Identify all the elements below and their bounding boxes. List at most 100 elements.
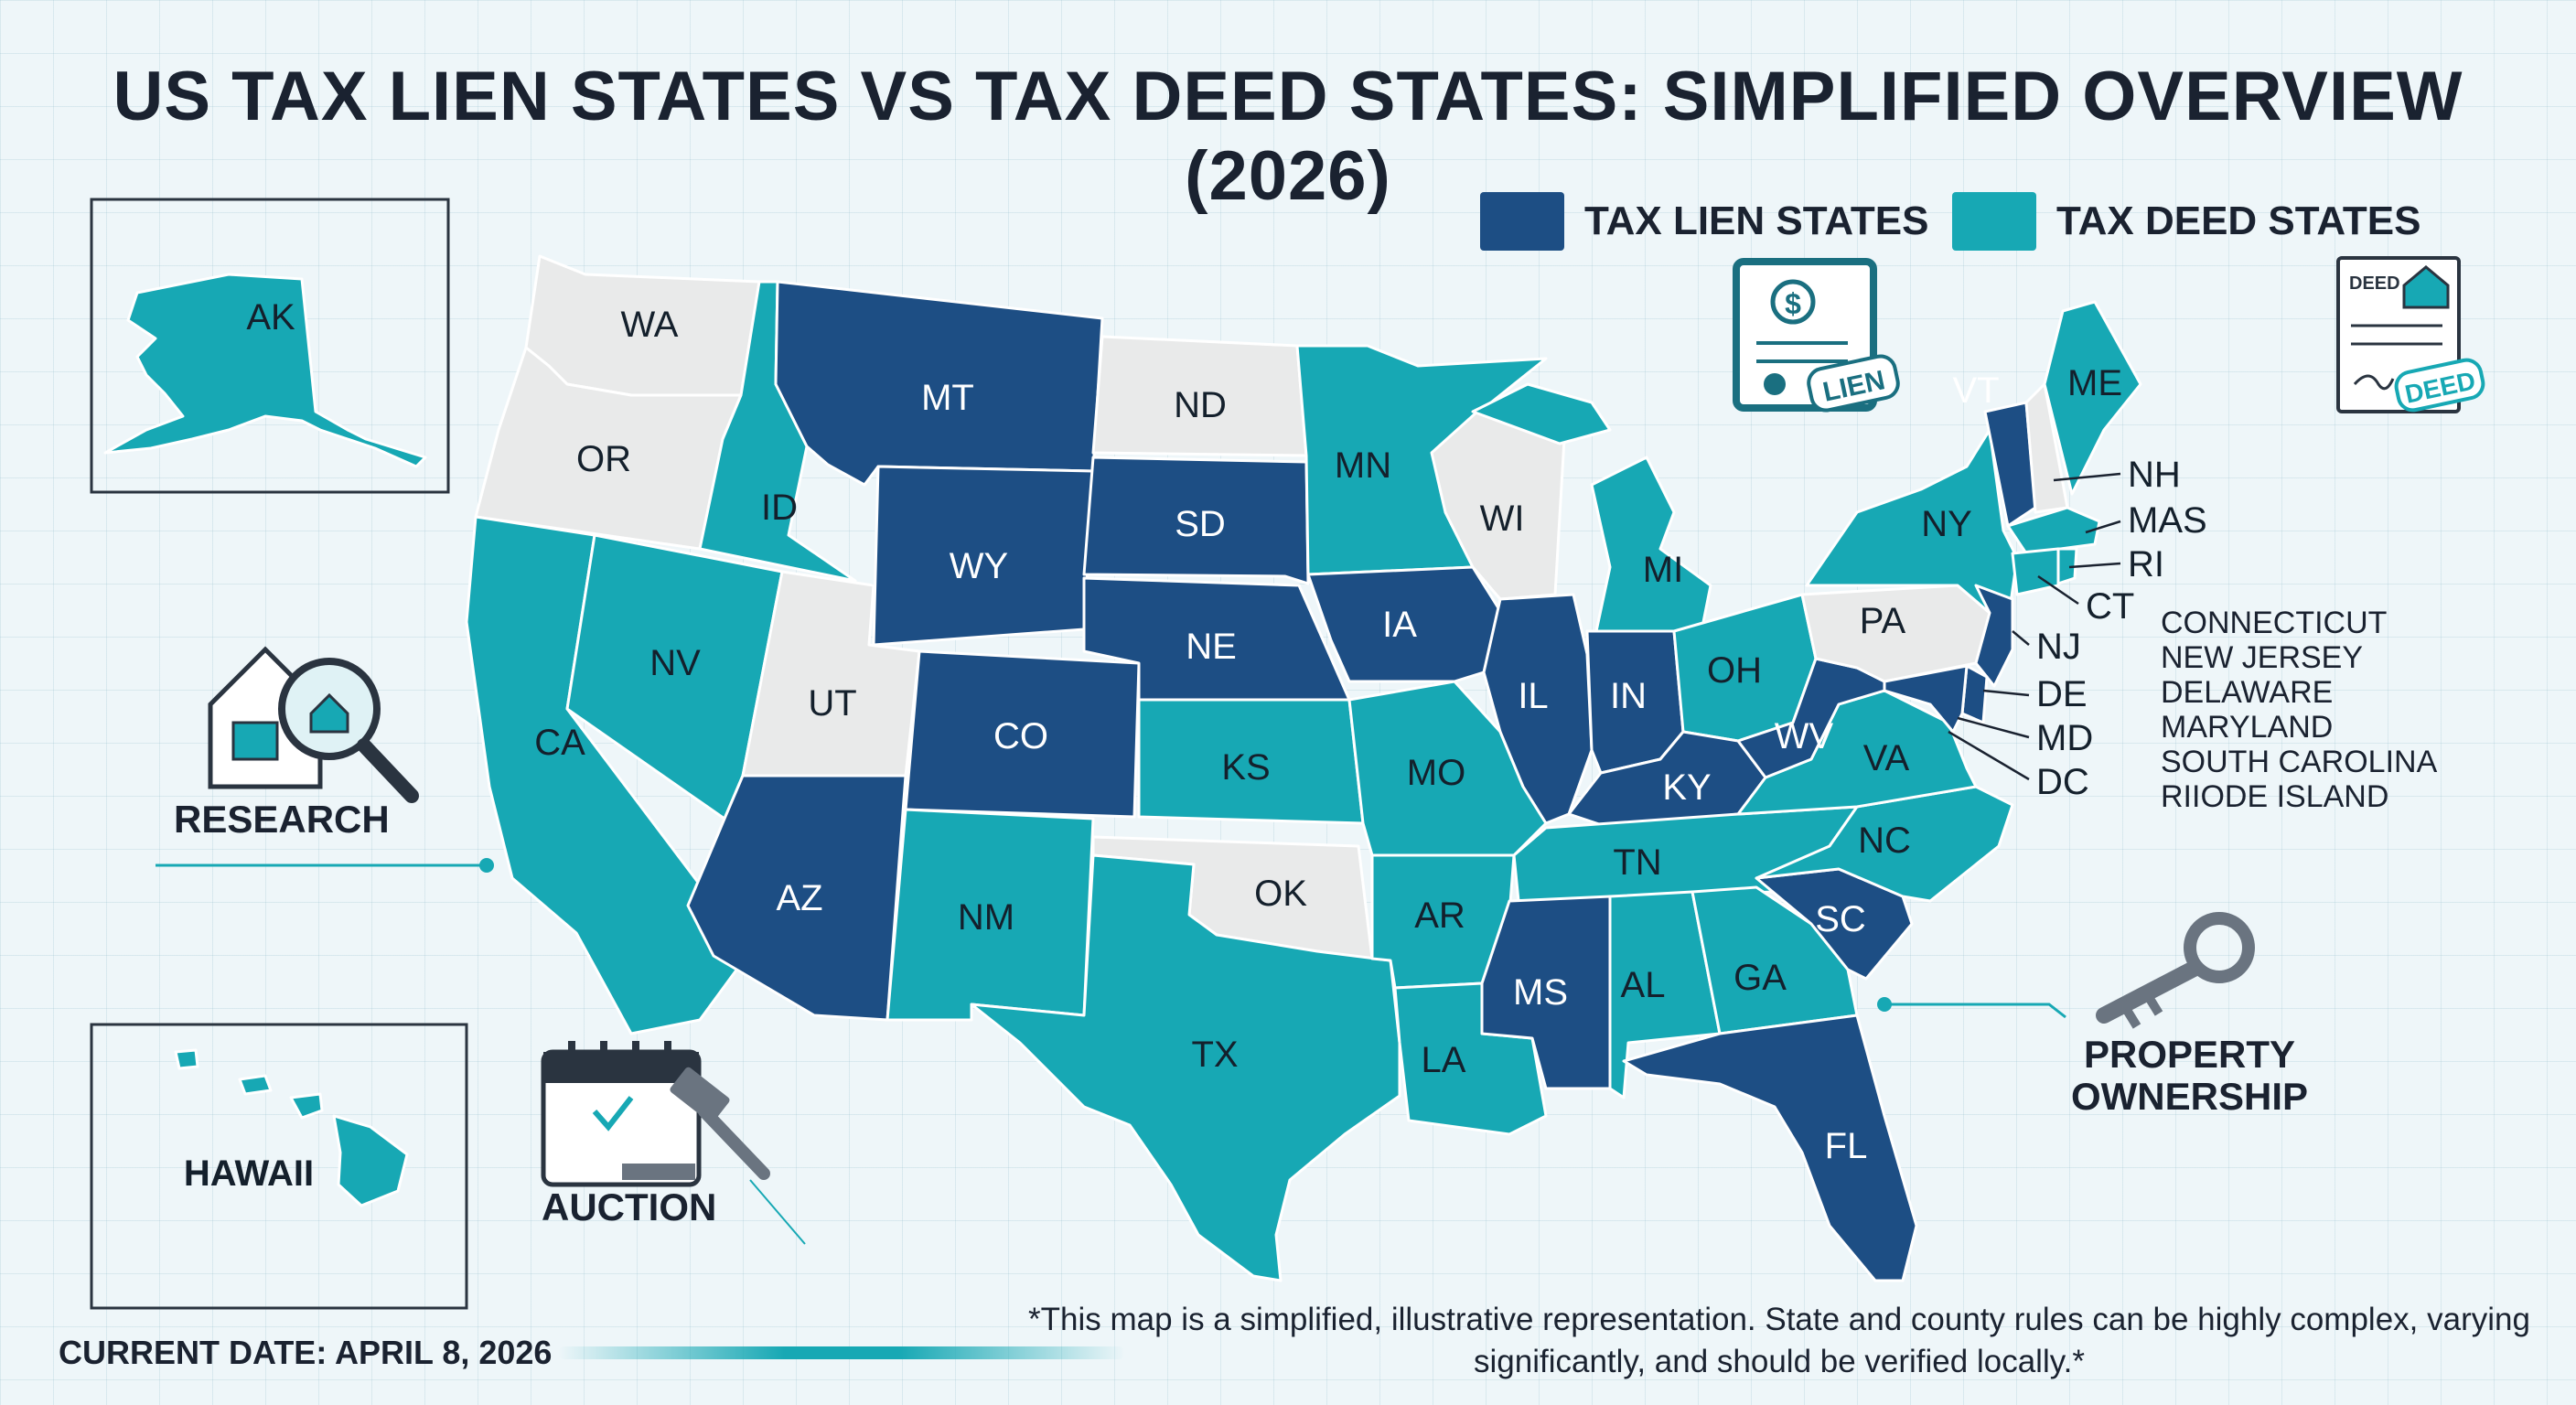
- alaska-inset-frame: [90, 198, 450, 494]
- callout-dc: DC: [2036, 762, 2089, 802]
- legend-deed-swatch: [1952, 192, 2036, 251]
- label-wi: WI: [1480, 499, 1525, 539]
- legend-deed-label: TAX DEED STATES: [2056, 198, 2421, 243]
- label-ok: OK: [1254, 874, 1307, 914]
- state-az[interactable]: [686, 774, 907, 1022]
- label-mt: MT: [921, 378, 974, 418]
- legend-lien: TAX LIEN STATES: [1480, 192, 1928, 251]
- state-ak[interactable]: [103, 273, 427, 468]
- list-item: DELAWARE: [2161, 675, 2334, 710]
- callout-ri: RI: [2128, 544, 2164, 585]
- state-il[interactable]: [1482, 593, 1594, 825]
- state-mi[interactable]: [1590, 456, 1712, 633]
- state-hi[interactable]: [332, 1114, 409, 1207]
- research-house-magnifier-icon: [208, 646, 419, 803]
- label-oh: OH: [1707, 650, 1762, 691]
- callout-nj: NJ: [2036, 627, 2081, 667]
- label-co: CO: [993, 716, 1048, 756]
- list-item: MARYLAND: [2161, 710, 2334, 745]
- label-nd: ND: [1174, 385, 1227, 425]
- state-tx[interactable]: [970, 853, 1401, 1282]
- property-connector: [1884, 1003, 2066, 1019]
- state-sd[interactable]: [1082, 456, 1310, 585]
- label-il: IL: [1518, 676, 1548, 716]
- label-az: AZ: [776, 878, 822, 918]
- label-nv: NV: [649, 643, 701, 683]
- label-la: LA: [1422, 1040, 1466, 1080]
- state-ny[interactable]: [1805, 428, 2019, 624]
- label-wa: WA: [621, 305, 679, 345]
- current-date: CURRENT DATE: APRIL 8, 2026: [59, 1334, 553, 1371]
- label-me: ME: [2067, 363, 2122, 403]
- callout-ma: MAS: [2128, 500, 2207, 541]
- legend-lien-label: TAX LIEN STATES: [1584, 198, 1929, 243]
- label-id: ID: [761, 488, 798, 528]
- state-ma[interactable]: [2006, 506, 2101, 555]
- label-hawaii: HAWAII: [184, 1153, 314, 1194]
- footnote: *This map is a simplified, illustrative …: [1028, 1302, 2530, 1379]
- date-accent-bar: [558, 1346, 1125, 1359]
- label-ia: IA: [1382, 605, 1417, 645]
- states-group: [103, 254, 2142, 1282]
- label-nm: NM: [958, 897, 1014, 938]
- label-nc: NC: [1858, 820, 1911, 861]
- label-tn: TN: [1613, 842, 1661, 883]
- label-in: IN: [1610, 676, 1647, 716]
- label-ca: CA: [534, 723, 585, 763]
- state-mi-upper[interactable]: [1471, 382, 1612, 445]
- page-title: US TAX LIEN STATES VS TAX DEED STATES: S…: [113, 58, 2463, 215]
- label-or: OR: [576, 439, 631, 479]
- label-ut: UT: [808, 683, 856, 724]
- callout-nh: NH: [2128, 455, 2181, 495]
- list-item: SOUTH CAROLINA: [2161, 745, 2438, 779]
- state-hi-oahu[interactable]: [238, 1074, 273, 1096]
- property-caption: PROPERTY OWNERSHIP: [2071, 1033, 2309, 1118]
- state-hi-maui[interactable]: [289, 1092, 324, 1120]
- state-hi-kauai[interactable]: [174, 1048, 199, 1070]
- lien-certificate-icon: $ LIEN: [1733, 258, 1900, 413]
- callout-de: DE: [2036, 674, 2088, 714]
- label-ny: NY: [1921, 504, 1972, 544]
- auction-calendar-gavel-icon: [541, 1041, 770, 1187]
- label-va: VA: [1863, 738, 1910, 778]
- key-icon: [2096, 912, 2255, 1029]
- auction-connector: [749, 1179, 806, 1245]
- state-nj[interactable]: [1974, 584, 2014, 688]
- svg-text:$: $: [1785, 287, 1801, 320]
- label-sd: SD: [1175, 504, 1226, 544]
- state-ct[interactable]: [2011, 547, 2060, 596]
- label-ms: MS: [1513, 972, 1568, 1013]
- label-ky: KY: [1662, 767, 1711, 808]
- state-ri[interactable]: [2056, 547, 2078, 585]
- auction-caption: AUCTION: [542, 1185, 717, 1228]
- list-item: RIIODE ISLAND: [2161, 779, 2389, 814]
- northeast-leader-lines: [1948, 472, 2121, 781]
- legend-deed: TAX DEED STATES: [1952, 192, 2420, 251]
- label-fl: FL: [1825, 1126, 1868, 1166]
- label-al: AL: [1621, 965, 1666, 1005]
- list-item: CONNECTICUT: [2161, 606, 2388, 640]
- state-labels: AK WA OR CA ID NV UT AZ MT WY CO NM ND S…: [246, 297, 2122, 1166]
- label-mi: MI: [1643, 550, 1683, 590]
- state-fl[interactable]: [1622, 1014, 1918, 1282]
- small-states-list: CONNECTICUT NEW JERSEY DELAWARE MARYLAND…: [2161, 606, 2437, 814]
- label-mn: MN: [1335, 445, 1391, 486]
- label-pa: PA: [1860, 601, 1906, 641]
- northeast-callout-labels: NH MAS RI CT NJ DE MD DC: [2036, 455, 2207, 802]
- svg-text:DEED: DEED: [2349, 273, 2400, 294]
- state-co[interactable]: [904, 649, 1141, 819]
- state-me[interactable]: [2043, 300, 2142, 496]
- list-item: NEW JERSEY: [2161, 640, 2364, 675]
- label-mo: MO: [1407, 753, 1465, 793]
- label-ak: AK: [246, 297, 295, 338]
- legend-lien-swatch: [1480, 192, 1564, 251]
- label-ar: AR: [1414, 896, 1465, 936]
- label-tx: TX: [1191, 1035, 1238, 1075]
- label-ks: KS: [1221, 747, 1270, 788]
- deed-document-icon: DEED DEED: [2336, 256, 2485, 413]
- callout-md: MD: [2036, 718, 2093, 758]
- label-ne: NE: [1186, 627, 1237, 667]
- research-caption: RESEARCH: [174, 798, 390, 841]
- state-md[interactable]: [1883, 664, 1969, 734]
